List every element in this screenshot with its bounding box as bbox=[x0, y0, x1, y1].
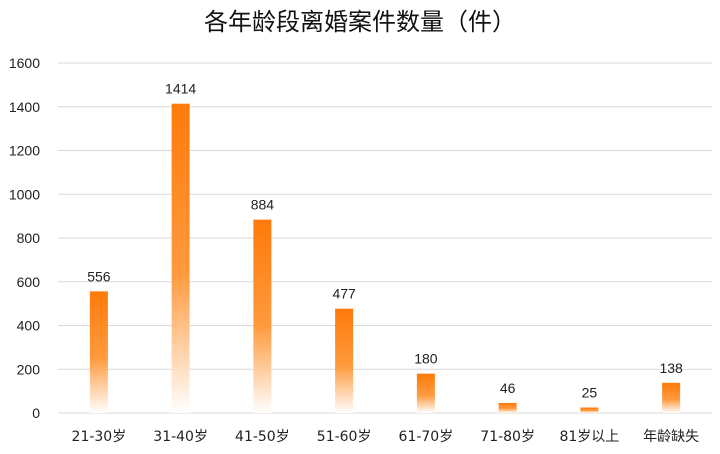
bar bbox=[580, 407, 599, 413]
x-tick-label: 81岁以上 bbox=[559, 429, 619, 445]
data-label: 884 bbox=[251, 197, 275, 213]
chart-title: 各年龄段离婚案件数量（件） bbox=[204, 8, 516, 36]
y-axis-ticks: 0 200 400 600 800 1000 1200 1400 1600 bbox=[9, 55, 40, 421]
y-tick-label: 1000 bbox=[9, 186, 40, 202]
gridlines bbox=[58, 62, 712, 414]
data-label: 46 bbox=[500, 380, 516, 396]
data-label: 1414 bbox=[165, 81, 196, 97]
x-tick-label: 41-50岁 bbox=[235, 429, 290, 445]
x-tick-label: 31-40岁 bbox=[153, 429, 208, 445]
y-tick-label: 0 bbox=[32, 405, 40, 421]
bar bbox=[171, 103, 190, 413]
x-tick-label: 71-80岁 bbox=[480, 429, 535, 445]
y-tick-label: 600 bbox=[17, 274, 41, 290]
bar bbox=[253, 219, 272, 413]
bar bbox=[89, 291, 108, 413]
data-label: 138 bbox=[659, 360, 683, 376]
bar bbox=[662, 382, 681, 413]
bar bbox=[498, 402, 517, 413]
y-tick-label: 1400 bbox=[9, 99, 40, 115]
data-label: 556 bbox=[87, 268, 111, 284]
bars bbox=[89, 103, 681, 413]
data-label: 180 bbox=[414, 351, 438, 367]
bar bbox=[335, 308, 354, 413]
x-tick-label: 年龄缺失 bbox=[643, 429, 699, 445]
y-tick-label: 1600 bbox=[9, 55, 40, 71]
x-tick-label: 61-70岁 bbox=[399, 429, 454, 445]
y-tick-label: 800 bbox=[17, 230, 41, 246]
x-tick-label: 51-60岁 bbox=[317, 429, 372, 445]
y-tick-label: 400 bbox=[17, 318, 41, 334]
data-label: 477 bbox=[332, 286, 356, 302]
data-labels: 556 1414 884 477 180 46 25 138 bbox=[87, 81, 683, 401]
bar bbox=[416, 373, 435, 413]
y-tick-label: 1200 bbox=[9, 143, 40, 159]
y-tick-label: 200 bbox=[17, 361, 41, 377]
data-label: 25 bbox=[582, 385, 598, 401]
x-tick-label: 21-30岁 bbox=[72, 429, 127, 445]
x-axis-ticks: 21-30岁 31-40岁 41-50岁 51-60岁 61-70岁 71-80岁 81岁以… bbox=[72, 429, 700, 445]
